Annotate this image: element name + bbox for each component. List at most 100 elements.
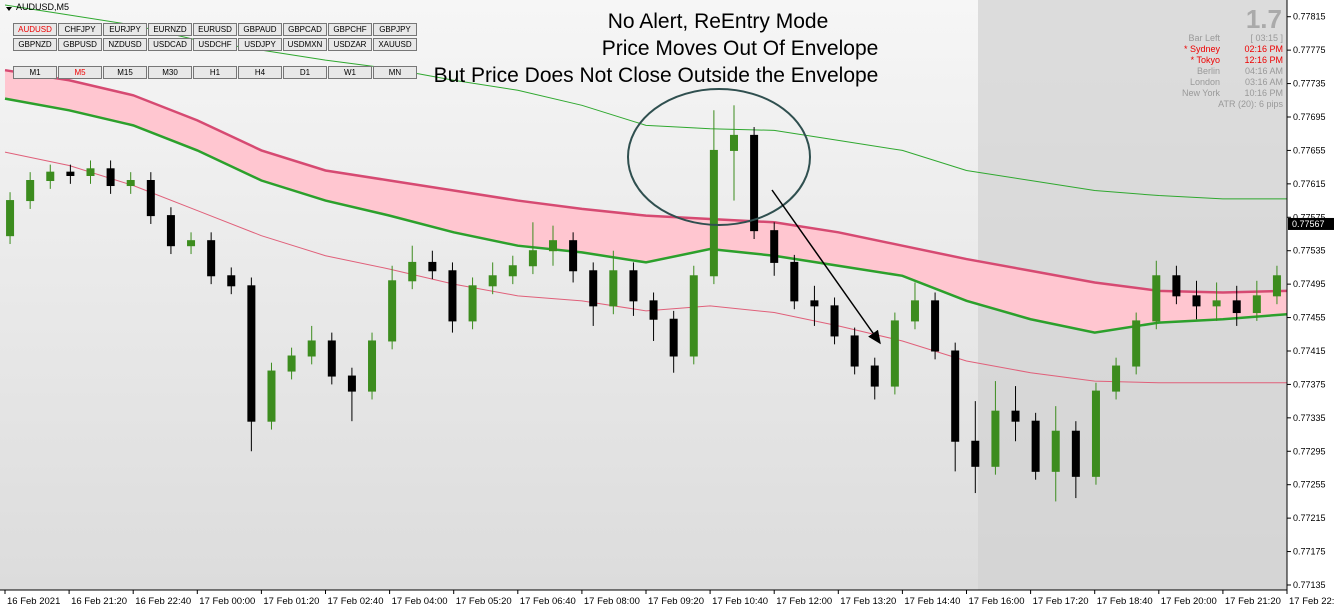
y-tick-label: 0.77575 <box>1293 212 1326 222</box>
candle-body <box>146 180 155 217</box>
candle-body <box>207 240 216 277</box>
info-label: Bar Left <box>1188 33 1220 43</box>
timeframe-button[interactable]: MN <box>373 66 417 79</box>
info-label: * Sydney <box>1183 44 1220 54</box>
timeframe-button[interactable]: M5 <box>58 66 102 79</box>
x-tick-label: 17 Feb 00:00 <box>199 596 255 607</box>
symbol-button[interactable]: GBPCHF <box>328 23 372 36</box>
candle-body <box>1031 420 1040 472</box>
symbol-button[interactable]: EURNZD <box>148 23 192 36</box>
candle-body <box>629 270 638 302</box>
indicator-line <box>4 151 1287 384</box>
x-tick-label: 16 Feb 2021 <box>7 596 60 607</box>
timeframe-button[interactable]: M30 <box>148 66 192 79</box>
y-tick-label: 0.77455 <box>1293 313 1326 323</box>
annotation: No Alert, ReEntry Mode <box>608 10 829 33</box>
candle-body <box>890 320 899 387</box>
menu-icon[interactable] <box>6 7 12 11</box>
candle-body <box>1172 275 1181 297</box>
x-tick-label: 17 Feb 08:00 <box>584 596 640 607</box>
symbol-button[interactable]: NZDUSD <box>103 38 147 51</box>
symbol-button[interactable]: GBPNZD <box>13 38 57 51</box>
candle-body <box>1152 275 1161 322</box>
info-value: 10:16 PM <box>1244 88 1283 98</box>
candle-body <box>1252 295 1261 314</box>
candle-body <box>589 270 598 307</box>
y-tick-label: 0.77775 <box>1293 45 1326 55</box>
candle-body <box>971 440 980 467</box>
x-tick-label: 16 Feb 22:40 <box>135 596 191 607</box>
x-tick-label: 17 Feb 17:20 <box>1033 596 1089 607</box>
x-tick-label: 17 Feb 01:20 <box>263 596 319 607</box>
candle-body <box>66 171 75 176</box>
candle-body <box>649 300 658 320</box>
x-tick-label: 17 Feb 06:40 <box>520 596 576 607</box>
candle-body <box>1132 320 1141 367</box>
symbol-button[interactable]: GBPAUD <box>238 23 282 36</box>
y-tick-label: 0.77175 <box>1293 547 1326 557</box>
y-tick-label: 0.77295 <box>1293 446 1326 456</box>
x-tick-label: 17 Feb 18:40 <box>1097 596 1153 607</box>
candle-body <box>388 280 397 342</box>
info-label: New York <box>1181 88 1220 98</box>
candle-body <box>126 180 135 187</box>
candle-body <box>1212 300 1221 307</box>
symbol-button[interactable]: USDZAR <box>328 38 372 51</box>
candle-body <box>910 300 919 322</box>
candle-body <box>6 200 15 237</box>
candle-body <box>1192 295 1201 307</box>
x-tick-label: 17 Feb 10:40 <box>712 596 768 607</box>
timeframe-button[interactable]: M1 <box>13 66 57 79</box>
candle-body <box>1071 430 1080 477</box>
symbol-button[interactable]: CHFJPY <box>58 23 102 36</box>
y-tick-label: 0.77695 <box>1293 112 1326 122</box>
timeframe-button[interactable]: M15 <box>103 66 147 79</box>
symbol-button[interactable]: USDCAD <box>148 38 192 51</box>
symbol-button[interactable]: USDCHF <box>193 38 237 51</box>
timeframe-button[interactable]: W1 <box>328 66 372 79</box>
highlight-circle <box>627 88 811 226</box>
timeframe-button[interactable]: D1 <box>283 66 327 79</box>
candle-body <box>488 275 497 287</box>
x-tick-label: 17 Feb 12:00 <box>776 596 832 607</box>
x-tick-label: 17 Feb 02:40 <box>328 596 384 607</box>
candle-body <box>951 350 960 442</box>
arrow <box>771 189 881 345</box>
candle-body <box>287 355 296 372</box>
symbol-button[interactable]: USDJPY <box>238 38 282 51</box>
candle-body <box>428 261 437 272</box>
y-tick-label: 0.77535 <box>1293 246 1326 256</box>
timeframe-button[interactable]: H4 <box>238 66 282 79</box>
symbol-button[interactable]: EURUSD <box>193 23 237 36</box>
candle-body <box>991 410 1000 467</box>
info-label: Berlin <box>1196 66 1220 76</box>
x-tick-label: 17 Feb 09:20 <box>648 596 704 607</box>
candle-body <box>770 230 779 263</box>
candle-body <box>267 370 276 422</box>
symbol-button[interactable]: USDMXN <box>283 38 327 51</box>
symbol-button[interactable]: GBPUSD <box>58 38 102 51</box>
symbol-title: AUDUSD,M5 <box>16 2 69 12</box>
candle-body <box>1011 410 1020 422</box>
candle-body <box>1051 430 1060 472</box>
candle-body <box>508 265 517 277</box>
candle-body <box>1091 390 1100 477</box>
timeframe-button[interactable]: H1 <box>193 66 237 79</box>
y-tick-label: 0.77615 <box>1293 179 1326 189</box>
candle-body <box>468 285 477 322</box>
x-tick-label: 17 Feb 05:20 <box>456 596 512 607</box>
symbol-button[interactable]: EURJPY <box>103 23 147 36</box>
candle-body <box>46 171 55 182</box>
symbol-button[interactable]: AUDUSD <box>13 23 57 36</box>
indicator-line <box>4 68 1288 294</box>
symbol-button[interactable]: XAUUSD <box>373 38 417 51</box>
candle-body <box>227 275 236 287</box>
y-tick-label: 0.77335 <box>1293 413 1326 423</box>
symbol-button[interactable]: GBPCAD <box>283 23 327 36</box>
y-tick-label: 0.77655 <box>1293 145 1326 155</box>
indicator-line <box>4 97 1288 334</box>
symbol-button[interactable]: GBPJPY <box>373 23 417 36</box>
x-tick-label: 17 Feb 20:00 <box>1161 596 1217 607</box>
candle-body <box>26 180 35 202</box>
